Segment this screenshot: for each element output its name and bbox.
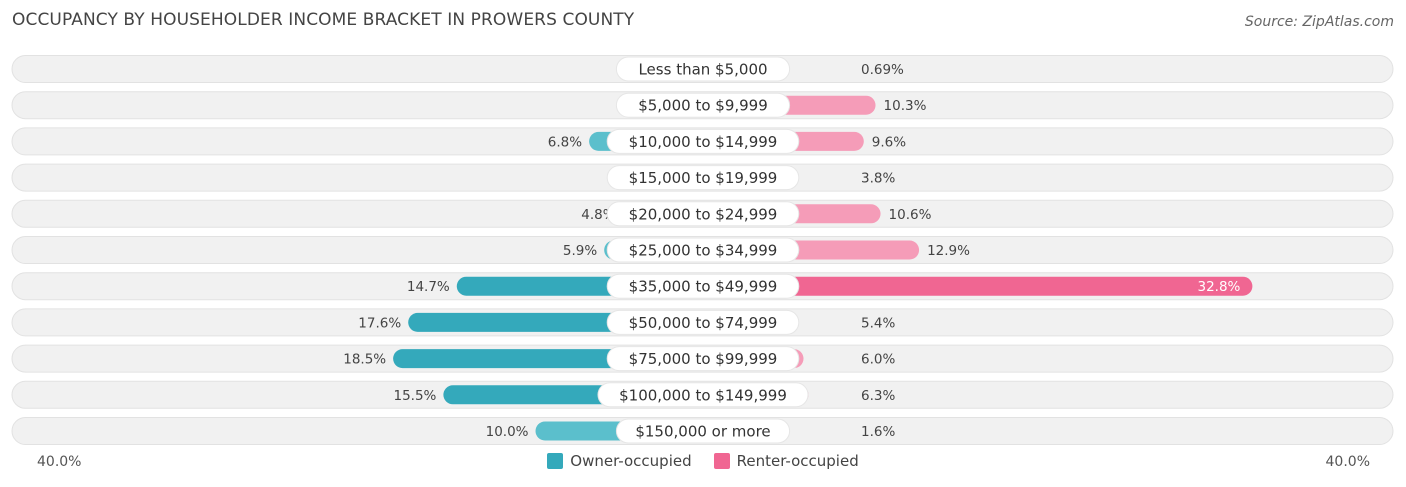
source-label: Source: ZipAtlas.com (1244, 14, 1394, 30)
legend-renter-label: Renter-occupied (736, 452, 859, 470)
renter-value-label: 6.3% (861, 388, 895, 404)
category-label: $10,000 to $14,999 (629, 133, 778, 151)
renter-value-label: 0.69% (861, 62, 904, 78)
owner-value-label: 14.7% (407, 279, 450, 295)
renter-value-label: 12.9% (927, 243, 970, 259)
renter-value-label: 5.4% (861, 315, 895, 331)
category-label: $100,000 to $149,999 (619, 386, 787, 404)
renter-value-label: 3.8% (861, 171, 895, 187)
owner-value-label: 18.5% (343, 352, 386, 368)
renter-value-label: 9.6% (872, 134, 906, 150)
owner-value-label: 6.8% (548, 134, 582, 150)
category-label: $35,000 to $49,999 (629, 278, 778, 296)
owner-value-label: 10.0% (486, 424, 529, 440)
renter-value-label: 32.8% (1198, 279, 1241, 295)
owner-value-label: 15.5% (393, 388, 436, 404)
category-label: $25,000 to $34,999 (629, 242, 778, 260)
renter-value-label: 6.0% (861, 352, 895, 368)
category-pill (606, 237, 800, 263)
category-pill (606, 165, 800, 191)
category-pill (606, 346, 800, 372)
category-label: $75,000 to $99,999 (629, 350, 778, 368)
axis-right-label: 40.0% (1325, 454, 1370, 470)
owner-value-label: 17.6% (358, 315, 401, 331)
renter-swatch (713, 453, 730, 469)
legend: Owner-occupied Renter-occupied (0, 452, 1406, 470)
renter-value-label: 10.3% (884, 98, 927, 114)
category-pill (615, 418, 791, 444)
category-label: $15,000 to $19,999 (629, 169, 778, 187)
category-pill (597, 382, 809, 408)
owner-swatch (547, 453, 564, 469)
renter-bar (703, 276, 1253, 296)
axis-left-label: 40.0% (37, 454, 82, 470)
legend-owner-label: Owner-occupied (570, 452, 692, 470)
category-pill (606, 201, 800, 227)
legend-item-owner[interactable]: Owner-occupied (547, 452, 692, 470)
category-label: $150,000 or more (635, 423, 770, 441)
category-pill (615, 56, 791, 82)
chart-title: OCCUPANCY BY HOUSEHOLDER INCOME BRACKET … (12, 10, 635, 30)
renter-value-label: 10.6% (889, 207, 932, 223)
category-label: Less than $5,000 (638, 61, 767, 79)
category-label: $20,000 to $24,999 (629, 205, 778, 223)
category-pill (606, 309, 800, 335)
category-pill (606, 128, 800, 154)
category-label: $50,000 to $74,999 (629, 314, 778, 332)
renter-value-label: 1.6% (861, 424, 895, 440)
category-pill (615, 92, 791, 118)
owner-value-label: 5.9% (563, 243, 597, 259)
legend-item-renter[interactable]: Renter-occupied (713, 452, 859, 470)
category-pill (606, 273, 800, 299)
category-label: $5,000 to $9,999 (638, 97, 768, 115)
